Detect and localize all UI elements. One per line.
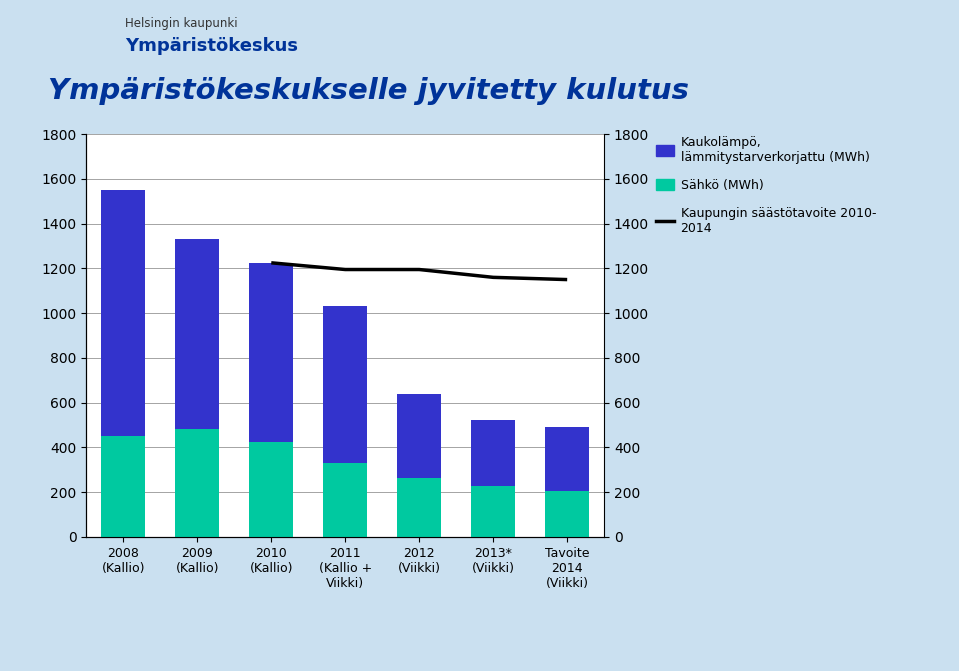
Text: Ympäristökeskus: Ympäristökeskus [125, 37, 297, 55]
Bar [175, 240, 220, 429]
Bar [249, 442, 293, 537]
Bar [397, 394, 441, 478]
Bar [545, 491, 590, 537]
Bar [175, 429, 220, 537]
Text: Helsingin kaupunki: Helsingin kaupunki [125, 17, 237, 30]
Bar [545, 427, 590, 491]
Bar [249, 263, 293, 442]
Bar [323, 463, 367, 537]
Text: Ympäristökeskukselle jyvitetty kulutus: Ympäristökeskukselle jyvitetty kulutus [48, 77, 689, 105]
Bar [471, 421, 515, 486]
Bar [101, 436, 146, 537]
Bar [101, 190, 146, 436]
Bar [323, 307, 367, 463]
Bar [471, 486, 515, 537]
Bar [397, 478, 441, 537]
Legend: Kaukolämpö,
lämmitystarverkorjattu (MWh), Sähkö (MWh), Kaupungin säästötavoite 2: Kaukolämpö, lämmitystarverkorjattu (MWh)… [652, 132, 879, 239]
